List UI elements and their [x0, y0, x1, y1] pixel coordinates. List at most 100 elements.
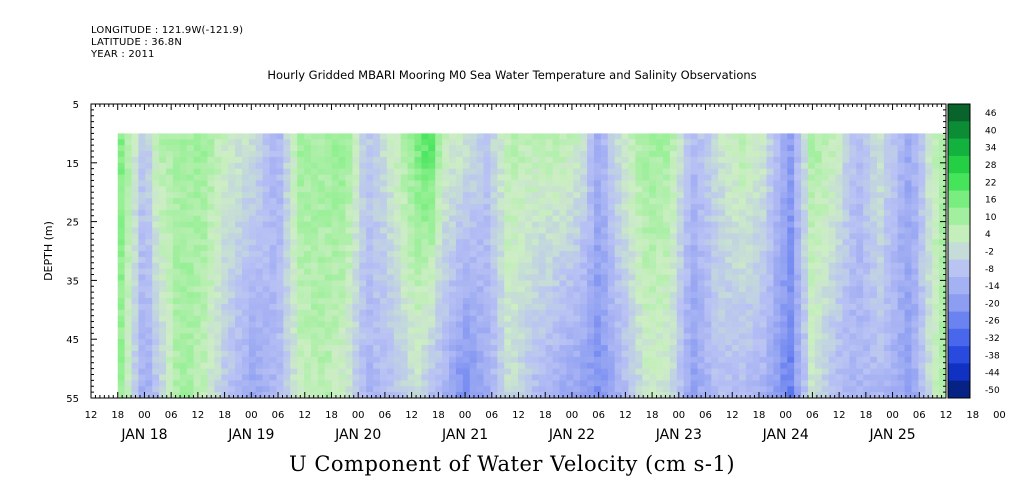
heatmap-cell: [814, 186, 823, 193]
heatmap-cell: [663, 268, 671, 276]
heatmap-cell: [462, 274, 471, 281]
heatmap-cell: [759, 339, 768, 346]
heatmap-cell: [642, 162, 650, 170]
heatmap-cell: [614, 239, 623, 246]
heatmap-cell: [628, 145, 636, 152]
heatmap-cell: [607, 192, 616, 199]
heatmap-cell: [835, 180, 844, 187]
heatmap-cell: [442, 174, 450, 182]
heatmap-cell: [504, 145, 512, 152]
heatmap-cell: [835, 368, 844, 376]
heatmap-cell: [455, 356, 464, 364]
heatmap-cell: [373, 362, 381, 370]
heatmap-cell: [697, 151, 706, 158]
heatmap-cell: [428, 286, 436, 293]
heatmap-cell: [414, 162, 423, 170]
heatmap-cell: [283, 274, 291, 281]
heatmap-cell: [842, 227, 850, 234]
heatmap-cell: [573, 298, 581, 305]
heatmap-cell: [497, 339, 505, 346]
heatmap-cell: [559, 198, 567, 205]
heatmap-cell: [593, 139, 602, 146]
heatmap-cell: [455, 333, 464, 340]
heatmap-cell: [317, 221, 326, 229]
heatmap-cell: [738, 274, 747, 281]
heatmap-cell: [683, 139, 692, 146]
heatmap-cell: [870, 168, 878, 176]
heatmap-cell: [490, 221, 498, 229]
heatmap-cell: [649, 274, 657, 281]
heatmap-cell: [462, 374, 471, 381]
heatmap-cell: [642, 145, 650, 152]
heatmap-cell: [690, 262, 699, 270]
heatmap-cell: [497, 345, 505, 352]
heatmap-cell: [317, 139, 326, 146]
heatmap-cell: [711, 209, 719, 217]
heatmap-cell: [352, 292, 360, 299]
heatmap-cell: [766, 192, 775, 199]
heatmap-cell: [324, 198, 333, 205]
heatmap-cell: [442, 362, 450, 370]
heatmap-cell: [407, 245, 416, 252]
heatmap-cell: [580, 345, 588, 352]
heatmap-cell: [835, 239, 844, 246]
heatmap-cell: [462, 303, 471, 311]
heatmap-cell: [449, 239, 457, 246]
heatmap-cell: [449, 274, 457, 281]
heatmap-cell: [414, 274, 423, 281]
heatmap-cell: [649, 180, 657, 187]
heatmap-cell: [669, 350, 678, 358]
heatmap-cell: [262, 350, 271, 358]
heatmap-cell: [276, 374, 284, 381]
heatmap-cell: [787, 168, 795, 176]
heatmap-cell: [545, 186, 554, 193]
heatmap-cell: [649, 145, 657, 152]
heatmap-cell: [593, 362, 602, 370]
heatmap-cell: [159, 268, 167, 276]
heatmap-cell: [131, 215, 140, 223]
heatmap-cell: [580, 145, 588, 152]
heatmap-cell: [697, 221, 706, 229]
heatmap-cell: [297, 239, 305, 246]
heatmap-cell: [228, 151, 236, 158]
heatmap-cell: [476, 239, 485, 246]
heatmap-cell: [449, 339, 457, 346]
heatmap-cell: [531, 198, 540, 205]
heatmap-cell: [442, 274, 450, 281]
heatmap-cell: [317, 386, 326, 393]
heatmap-cell: [504, 339, 512, 346]
heatmap-cell: [262, 139, 271, 146]
heatmap-cell: [262, 368, 271, 376]
heatmap-cell: [759, 274, 768, 281]
heatmap-cell: [628, 345, 636, 352]
heatmap-cell: [856, 162, 864, 170]
heatmap-cell: [656, 374, 664, 381]
heatmap-cell: [269, 221, 278, 229]
heatmap-cell: [276, 386, 284, 393]
heatmap-cell: [145, 368, 153, 376]
heatmap-cell: [476, 303, 485, 311]
heatmap-cell: [580, 251, 588, 258]
heatmap-cell: [856, 256, 864, 264]
heatmap-cell: [310, 339, 319, 346]
heatmap-cell: [421, 245, 429, 252]
heatmap-cell: [607, 280, 616, 287]
heatmap-cell: [690, 350, 699, 358]
heatmap-cell: [462, 156, 471, 164]
heatmap-cell: [186, 251, 195, 258]
heatmap-cell: [524, 168, 533, 176]
heatmap-cell: [545, 298, 554, 305]
heatmap-cell: [669, 392, 678, 398]
heatmap-cell: [801, 145, 809, 152]
heatmap-cell: [345, 174, 353, 182]
heatmap-cell: [462, 327, 471, 334]
heatmap-cell: [801, 139, 809, 146]
heatmap-cell: [752, 268, 761, 276]
heatmap-cell: [269, 192, 278, 199]
heatmap-cell: [621, 321, 630, 329]
heatmap-cell: [842, 251, 850, 258]
heatmap-cell: [269, 274, 278, 281]
heatmap-cell: [483, 362, 492, 370]
heatmap-cell: [490, 245, 498, 252]
heatmap-cell: [656, 350, 664, 358]
